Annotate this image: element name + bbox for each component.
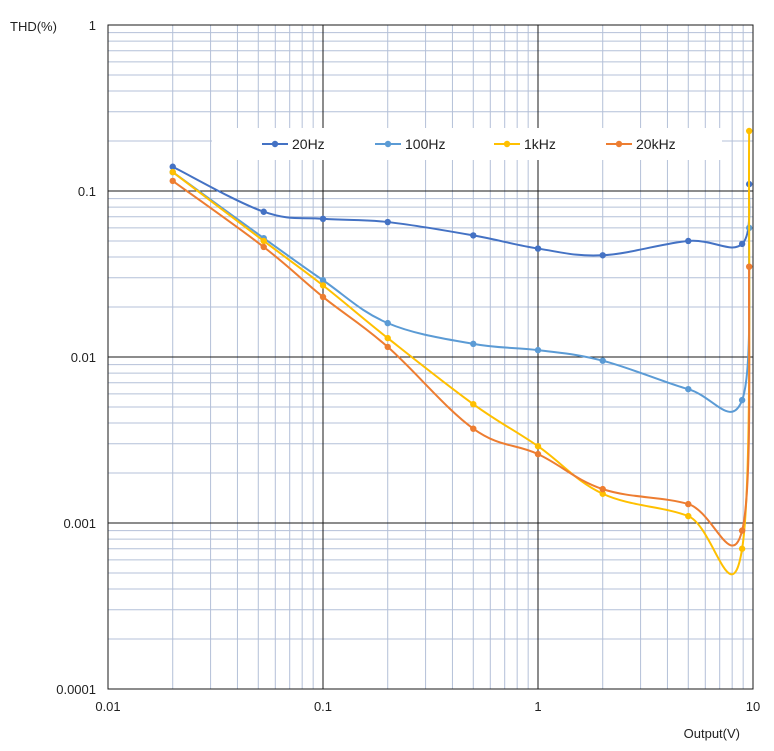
data-point xyxy=(384,218,391,226)
data-point xyxy=(319,277,327,284)
data-point xyxy=(169,177,176,185)
data-point xyxy=(599,252,606,259)
data-point xyxy=(745,263,753,270)
data-point xyxy=(599,490,606,497)
data-point xyxy=(738,545,746,552)
legend-label: 20Hz xyxy=(292,136,325,152)
data-point xyxy=(169,163,176,170)
data-point xyxy=(260,237,267,245)
legend-swatch-marker xyxy=(384,140,392,148)
tick-labels: 0.01 0.1 1 10 0.0001 0.001 0.01 0.1 1 xyxy=(56,18,760,714)
y-tick-label: 0.0001 xyxy=(56,682,96,697)
series-line xyxy=(172,165,751,257)
data-point xyxy=(534,443,542,450)
plot-border xyxy=(107,24,754,690)
y-tick-label: 1 xyxy=(89,18,96,33)
series-100hz xyxy=(169,168,753,413)
legend-background xyxy=(212,128,722,160)
y-tick-label: 0.1 xyxy=(78,184,96,199)
data-point xyxy=(260,243,267,251)
data-point xyxy=(384,319,391,327)
data-point xyxy=(738,396,746,404)
data-point xyxy=(319,282,327,289)
legend-swatch-marker xyxy=(615,140,623,148)
data-point xyxy=(470,232,477,239)
data-point xyxy=(260,208,267,215)
data-point xyxy=(745,127,753,135)
legend-swatch-marker xyxy=(271,140,279,148)
data-point xyxy=(470,400,477,408)
legend-label: 1kHz xyxy=(524,136,556,152)
x-tick-label: 0.01 xyxy=(95,699,120,714)
y-axis-title: THD(%) xyxy=(10,19,57,34)
series-group xyxy=(169,127,753,576)
data-point xyxy=(738,527,746,534)
data-point xyxy=(534,346,542,354)
x-tick-label: 1 xyxy=(534,699,541,714)
data-point xyxy=(470,340,477,348)
legend-label: 20kHz xyxy=(636,136,676,152)
data-point xyxy=(384,334,391,342)
data-point xyxy=(319,293,327,301)
legend-swatch-marker xyxy=(503,140,511,148)
data-point xyxy=(169,168,176,176)
data-point xyxy=(470,425,477,432)
data-point xyxy=(534,245,542,252)
grid xyxy=(107,24,754,690)
series-1khz xyxy=(169,127,753,576)
plot-frame xyxy=(107,24,754,690)
data-point xyxy=(685,237,692,245)
data-point xyxy=(685,385,692,393)
x-tick-label: 10 xyxy=(746,699,760,714)
data-point xyxy=(599,357,606,364)
data-point xyxy=(685,500,692,508)
legend-label: 100Hz xyxy=(405,136,445,152)
data-point xyxy=(319,215,327,223)
data-point xyxy=(685,512,692,520)
series-20hz xyxy=(169,163,753,259)
data-point xyxy=(534,450,542,458)
series-20khz xyxy=(169,177,753,547)
y-tick-label: 0.01 xyxy=(71,350,96,365)
legend: 20Hz 100Hz 1kHz 20kHz xyxy=(212,128,722,160)
x-axis-title: Output(V) xyxy=(684,726,740,741)
series-line xyxy=(172,171,751,413)
data-point xyxy=(738,240,746,248)
y-tick-label: 0.001 xyxy=(63,516,96,531)
x-tick-label: 0.1 xyxy=(314,699,332,714)
data-point xyxy=(599,485,606,493)
data-point xyxy=(384,343,391,351)
series-line xyxy=(172,130,751,576)
